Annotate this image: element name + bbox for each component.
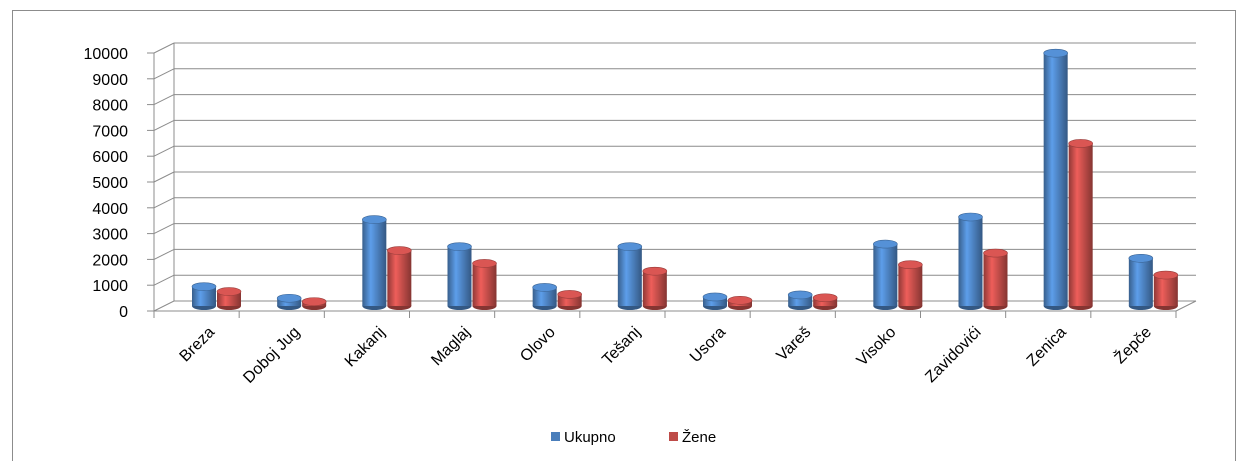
y-tick-label: 9000: [92, 72, 128, 89]
gridline-depth: [153, 145, 175, 157]
bar-ukupno-10: [1043, 48, 1068, 310]
y-tick-label: 8000: [92, 98, 128, 115]
legend: Ukupno Žene: [551, 429, 716, 446]
x-tick-label: Doboj Jug: [240, 324, 303, 387]
legend-swatch: [669, 432, 678, 441]
bar-ukupno-2: [362, 215, 387, 310]
bar-žene-7: [812, 293, 838, 310]
bar-ukupno-8: [873, 239, 898, 310]
bar-žene-2: [387, 246, 412, 310]
bar-ukupno-3: [447, 242, 472, 310]
gridline-depth: [153, 248, 175, 260]
bar-žene-10: [1068, 139, 1093, 310]
y-tick-label: 6000: [92, 149, 128, 166]
y-tick-label: 2000: [92, 252, 128, 269]
bar-žene-11: [1153, 270, 1179, 310]
bars: [191, 48, 1179, 310]
y-tick-label: 1000: [92, 278, 128, 295]
y-tick-label: 10000: [84, 46, 129, 63]
bar-ukupno-1: [276, 293, 302, 310]
y-tick-label: 4000: [92, 201, 128, 218]
bar-ukupno-9: [958, 212, 983, 310]
x-tick-label: Visoko: [854, 324, 900, 370]
x-tick-label: Breza: [177, 324, 219, 366]
x-tick-label: Maglaj: [428, 324, 473, 369]
chart-axes: 0 1000 2000 3000 4000 5000 6000 7000 8000 9000 100…: [84, 42, 1197, 387]
y-tick-label: 7000: [92, 123, 128, 140]
x-tick-label: Zavidovići: [922, 324, 984, 386]
gridline-depth: [153, 300, 175, 312]
bar-ukupno-5: [617, 242, 643, 310]
gridline-depth: [153, 42, 175, 54]
gridline-depth: [153, 119, 175, 131]
bar-ukupno-0: [191, 282, 217, 310]
x-tick-label: Kakanj: [342, 324, 389, 371]
bar-žene-1: [301, 297, 327, 310]
gridline-depth: [153, 197, 175, 209]
bar-žene-9: [983, 248, 1008, 310]
x-tick-label: Zenica: [1024, 324, 1070, 370]
gridline-depth: [153, 274, 175, 286]
x-tick-label: Tešanj: [599, 324, 644, 369]
x-tick-label: Vareš: [774, 324, 815, 365]
chart-frame: [12, 10, 1236, 461]
gridline-depth: [153, 171, 175, 183]
gridline-depth: [153, 68, 175, 80]
bar-žene-3: [472, 259, 497, 310]
bar-ukupno-7: [787, 290, 813, 310]
bar-ukupno-11: [1128, 253, 1154, 310]
gridline-depth: [153, 94, 175, 106]
y-tick-label: 0: [119, 304, 128, 321]
gridline-depth: [153, 223, 175, 235]
x-tick-label: Olovo: [517, 324, 559, 366]
bar-žene-0: [216, 287, 242, 310]
x-tick-label: Žepče: [1110, 322, 1155, 367]
y-tick-label: 3000: [92, 227, 128, 244]
bar-ukupno-6: [702, 292, 728, 310]
bar-žene-8: [898, 260, 923, 310]
x-tick-label: Usora: [687, 324, 729, 366]
legend-item: Ukupno: [551, 429, 616, 446]
bar-žene-5: [642, 266, 668, 310]
legend-swatch: [551, 432, 560, 441]
legend-item: Žene: [669, 429, 716, 446]
legend-label: Ukupno: [564, 429, 616, 446]
bar-ukupno-4: [532, 283, 557, 310]
bar-žene-4: [557, 290, 582, 310]
legend-label: Žene: [682, 429, 716, 446]
bar-žene-6: [727, 296, 753, 310]
y-tick-label: 5000: [92, 175, 128, 192]
floor-edge: [1175, 300, 1197, 312]
